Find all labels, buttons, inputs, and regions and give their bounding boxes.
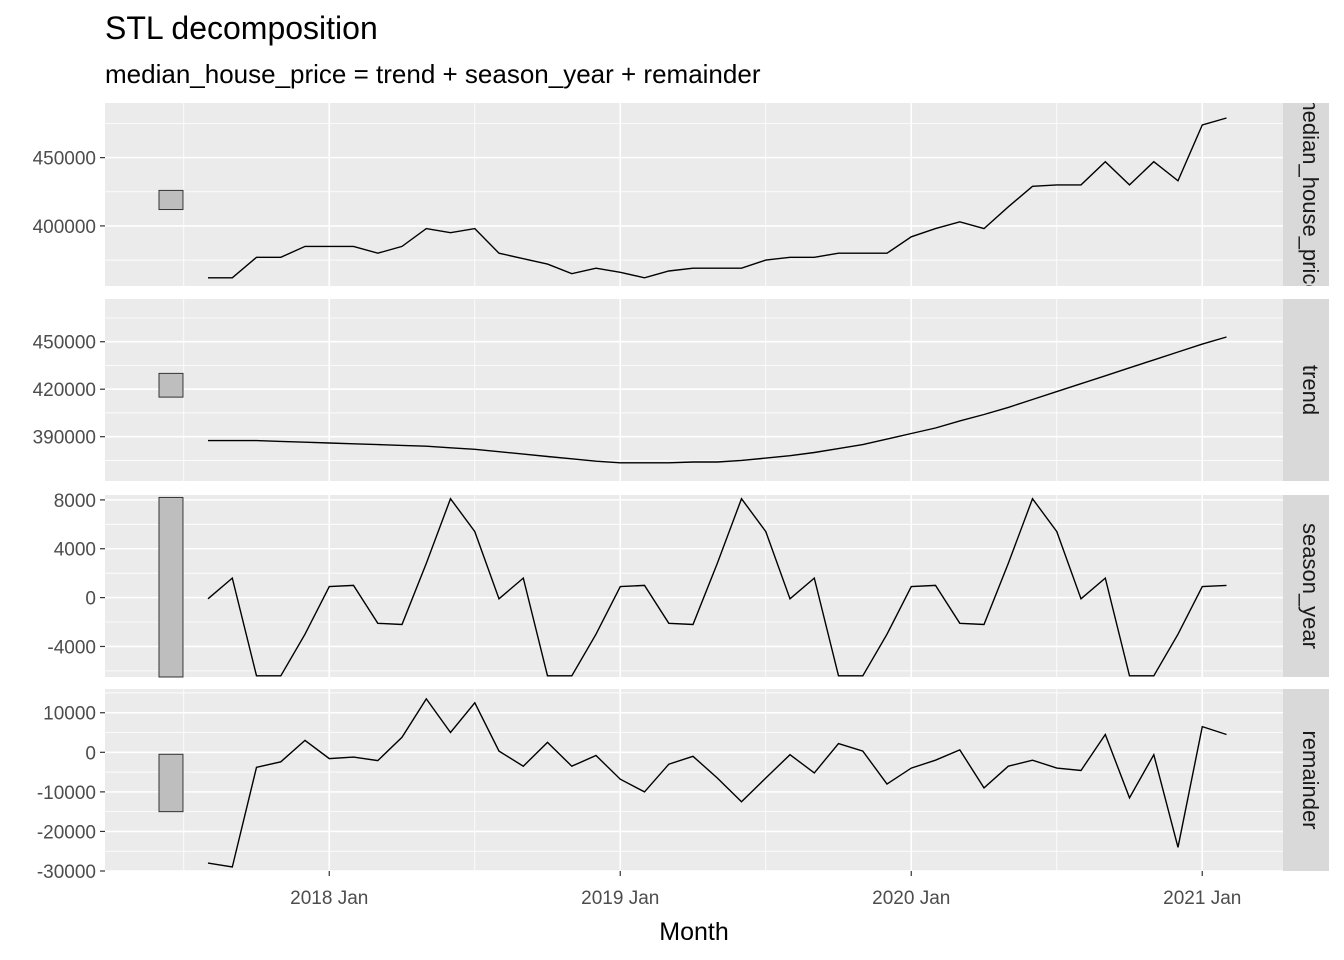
facet-strip-trend [1283, 299, 1329, 481]
x-tick-label: 2021 Jan [1163, 888, 1241, 909]
x-tick-label: 2019 Jan [581, 888, 659, 909]
y-tick-label: 0 [85, 743, 96, 764]
facet-strip-label: remainder [1298, 730, 1323, 829]
y-tick-label: -20000 [37, 822, 96, 843]
facet-strip-label: median_house_price [1298, 92, 1323, 296]
facet-strip-label-group: season_year [1298, 523, 1323, 649]
facet-strip-label-group: median_house_price [1298, 92, 1323, 296]
scale-bar-trend [158, 372, 184, 398]
series-line-trend [208, 336, 1227, 464]
panel-background-season_year [105, 495, 1283, 677]
chart-subtitle: median_house_price = trend + season_year… [105, 59, 761, 89]
x-axis-title: Month [659, 918, 728, 946]
y-tick-label: 4000 [54, 540, 96, 561]
y-tick-label: 400000 [33, 217, 96, 238]
panel-background-remainder [105, 689, 1283, 871]
y-tick-label: 8000 [54, 491, 96, 512]
facet-strip-label: trend [1298, 365, 1323, 415]
panel-background-median_house_price [105, 103, 1283, 286]
y-tick-label: -4000 [47, 637, 96, 658]
y-tick-label: 450000 [33, 149, 96, 170]
scale-bar-season_year [158, 496, 184, 678]
x-tick-label: 2020 Jan [872, 888, 950, 909]
series-line-median_house_price [208, 117, 1227, 279]
scale-bar-remainder [158, 753, 184, 813]
series-line-remainder [207, 697, 1227, 868]
facet-strip-remainder [1283, 689, 1329, 871]
y-tick-label: 390000 [33, 428, 96, 449]
scale-bar-median_house_price [158, 189, 184, 211]
y-tick-label: 450000 [33, 333, 96, 354]
y-tick-label: 10000 [43, 704, 96, 725]
facet-strip-season_year [1283, 495, 1329, 677]
x-tick-label: 2018 Jan [290, 888, 368, 909]
y-tick-label: -10000 [37, 783, 96, 804]
chart-title: STL decomposition [105, 10, 378, 46]
facet-strip-label: season_year [1298, 523, 1323, 649]
facet-strip-label-group: trend [1298, 365, 1323, 415]
facet-strip-median_house_price [1283, 103, 1329, 286]
series-line-season_year [207, 497, 1227, 677]
y-tick-label: 0 [85, 589, 96, 610]
facet-strip-label-group: remainder [1298, 730, 1323, 829]
y-tick-label: 420000 [33, 380, 96, 401]
y-tick-label: -30000 [37, 862, 96, 883]
